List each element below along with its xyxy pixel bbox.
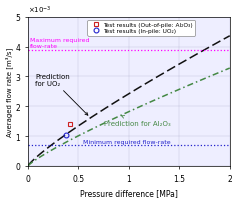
Text: $\times$10$^{-3}$: $\times$10$^{-3}$ xyxy=(28,5,52,16)
Text: Prediction
for UO₂: Prediction for UO₂ xyxy=(35,74,88,116)
X-axis label: Pressure difference [MPa]: Pressure difference [MPa] xyxy=(80,188,178,197)
Text: Minimum required flow-rate: Minimum required flow-rate xyxy=(83,139,171,144)
Y-axis label: Averaged flow rate [m³/s]: Averaged flow rate [m³/s] xyxy=(5,47,13,136)
Text: Prediction for Al₂O₃: Prediction for Al₂O₃ xyxy=(104,116,170,126)
Text: Maximum required
flow-rate: Maximum required flow-rate xyxy=(30,38,89,49)
Legend: Test results (Out-of-pile: Al₂O₃), Test results (In-pile: UO₂): Test results (Out-of-pile: Al₂O₃), Test … xyxy=(87,21,195,36)
